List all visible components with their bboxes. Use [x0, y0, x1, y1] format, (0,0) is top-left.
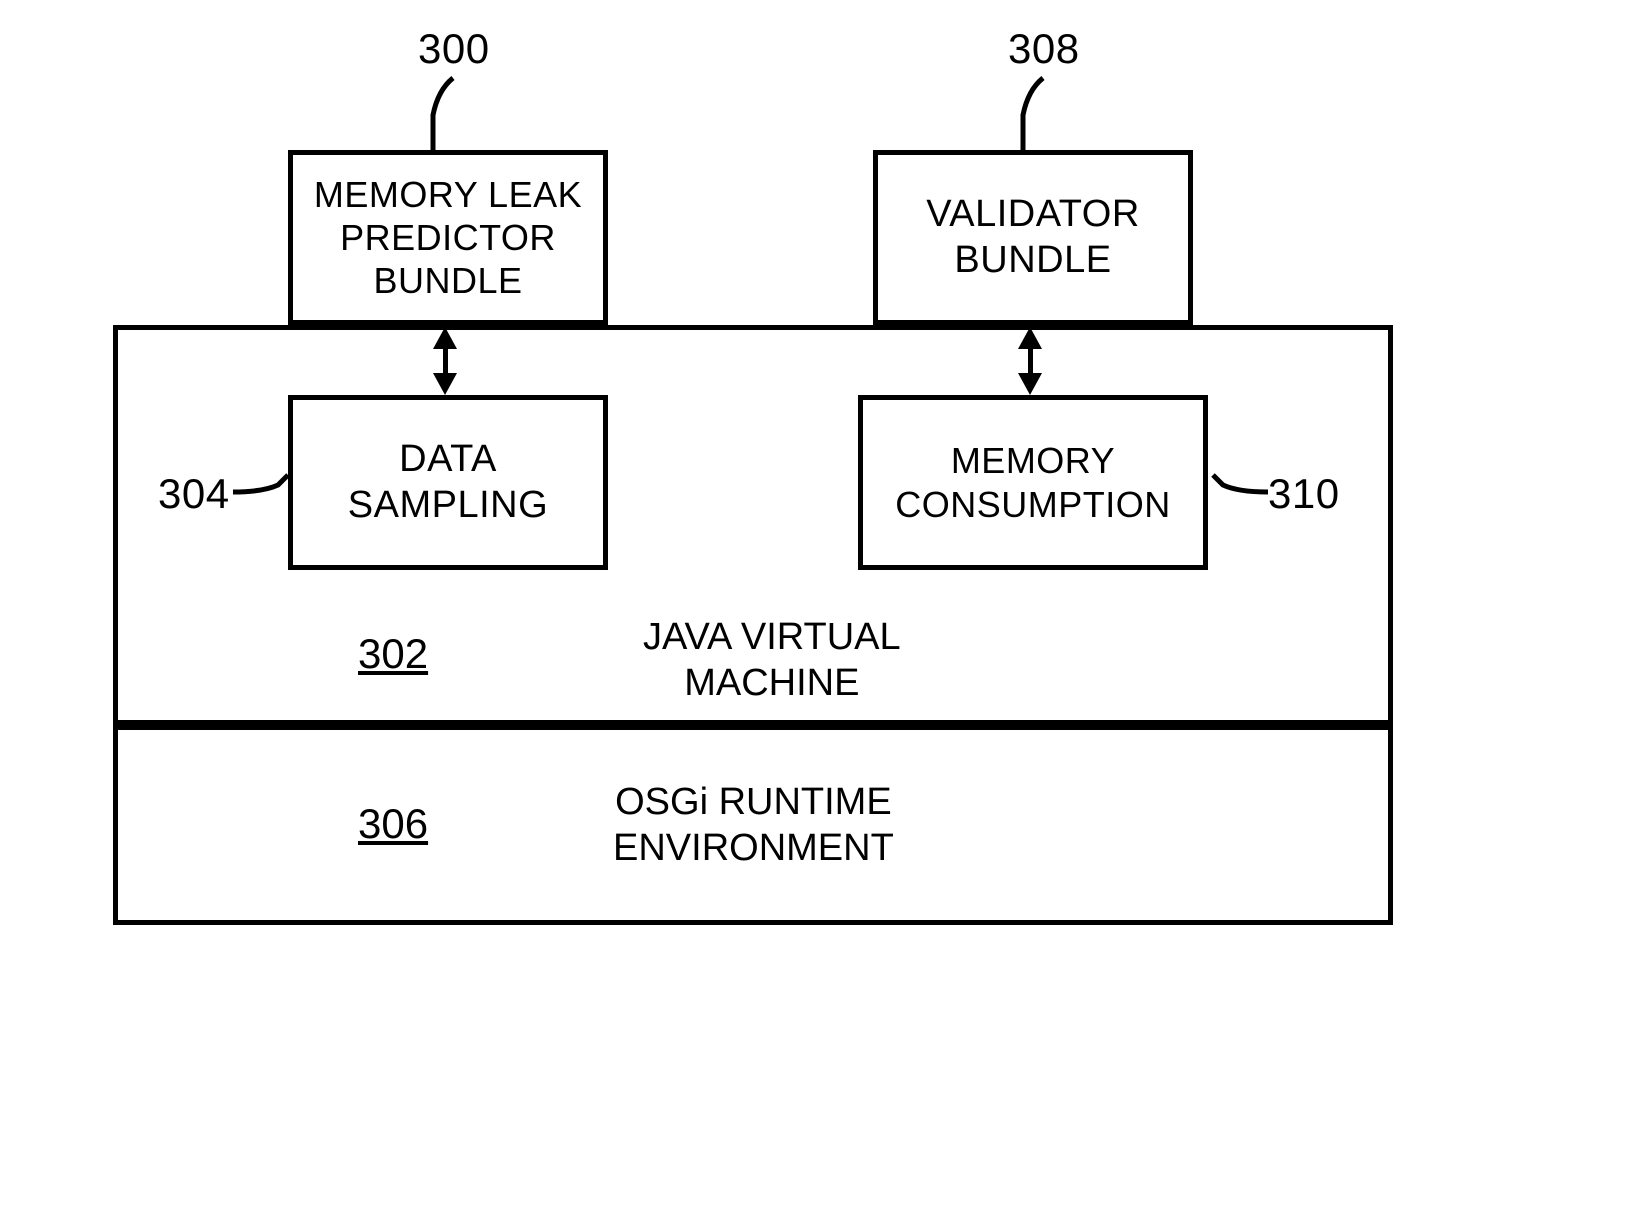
validator-bundle-text: VALIDATORBUNDLE — [926, 192, 1140, 283]
ref-300: 300 — [418, 25, 490, 73]
leader-300 — [413, 75, 473, 155]
architecture-diagram: 302 JAVA VIRTUALMACHINE 306 OSGi RUNTIME… — [113, 75, 1513, 1095]
memory-consumption-text: MEMORYCONSUMPTION — [895, 439, 1171, 525]
jvm-title: JAVA VIRTUALMACHINE — [643, 615, 901, 706]
ref-310: 310 — [1268, 470, 1340, 518]
ref-304: 304 — [158, 470, 230, 518]
osgi-ref: 306 — [358, 800, 428, 848]
osgi-title: OSGi RUNTIMEENVIRONMENT — [613, 780, 894, 871]
data-sampling-box: DATASAMPLING — [288, 395, 608, 570]
memory-consumption-box: MEMORYCONSUMPTION — [858, 395, 1208, 570]
leader-304 — [228, 470, 298, 520]
memory-leak-predictor-text: MEMORY LEAKPREDICTORBUNDLE — [314, 173, 582, 303]
memory-leak-predictor-box: MEMORY LEAKPREDICTORBUNDLE — [288, 150, 608, 325]
leader-310 — [1203, 470, 1273, 520]
ref-308: 308 — [1008, 25, 1080, 73]
leader-308 — [1003, 75, 1063, 155]
validator-bundle-box: VALIDATORBUNDLE — [873, 150, 1193, 325]
data-sampling-text: DATASAMPLING — [348, 437, 548, 528]
jvm-ref: 302 — [358, 630, 428, 678]
